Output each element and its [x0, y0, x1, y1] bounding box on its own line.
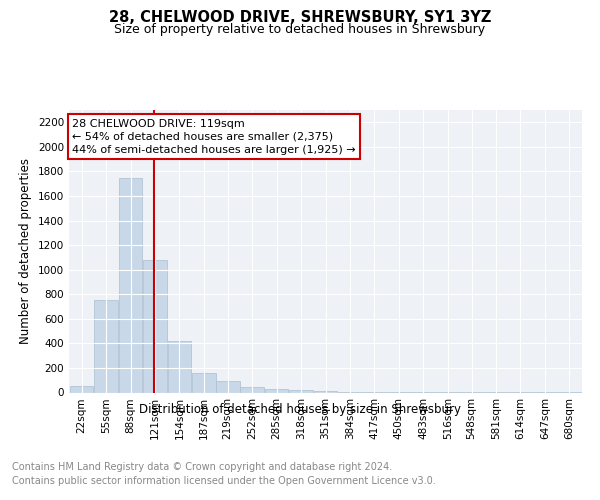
Y-axis label: Number of detached properties: Number of detached properties: [19, 158, 32, 344]
Bar: [70, 386, 94, 392]
Bar: [240, 387, 264, 392]
Text: Contains public sector information licensed under the Open Government Licence v3: Contains public sector information licen…: [12, 476, 436, 486]
Bar: [94, 300, 118, 392]
Bar: [192, 374, 216, 392]
Bar: [119, 178, 142, 392]
Bar: [289, 390, 313, 392]
Bar: [143, 260, 167, 392]
Text: Size of property relative to detached houses in Shrewsbury: Size of property relative to detached ho…: [115, 22, 485, 36]
Bar: [216, 382, 239, 392]
Bar: [167, 341, 191, 392]
Text: Distribution of detached houses by size in Shrewsbury: Distribution of detached houses by size …: [139, 402, 461, 415]
Text: 28 CHELWOOD DRIVE: 119sqm
← 54% of detached houses are smaller (2,375)
44% of se: 28 CHELWOOD DRIVE: 119sqm ← 54% of detac…: [72, 118, 356, 155]
Text: Contains HM Land Registry data © Crown copyright and database right 2024.: Contains HM Land Registry data © Crown c…: [12, 462, 392, 472]
Bar: [265, 390, 289, 392]
Text: 28, CHELWOOD DRIVE, SHREWSBURY, SY1 3YZ: 28, CHELWOOD DRIVE, SHREWSBURY, SY1 3YZ: [109, 10, 491, 25]
